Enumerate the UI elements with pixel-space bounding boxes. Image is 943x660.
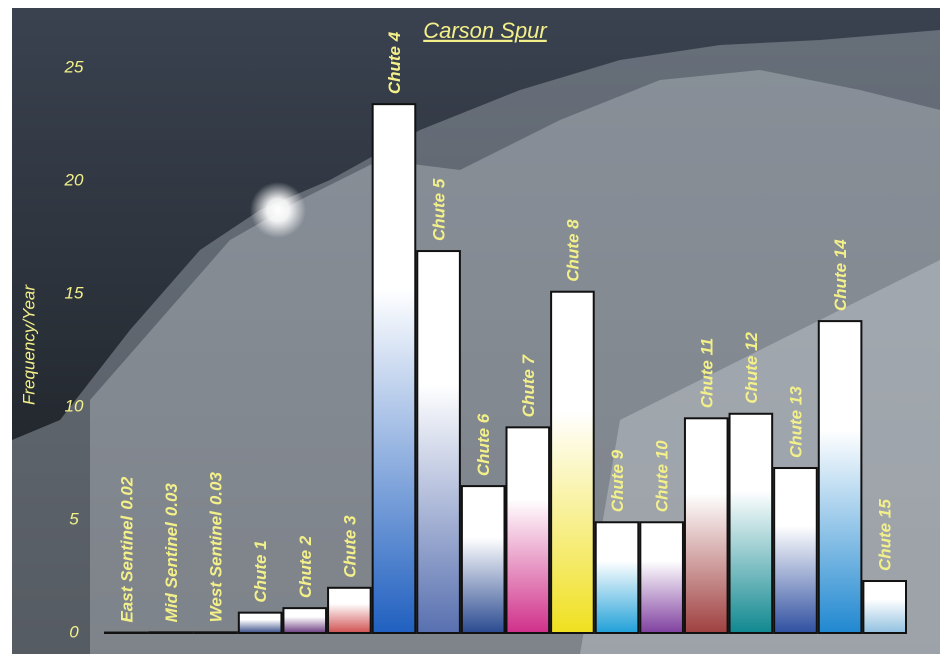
category-label: Chute 7	[519, 353, 538, 417]
bar	[460, 485, 506, 634]
bar	[327, 586, 372, 634]
category-name: Chute 13	[787, 386, 806, 458]
chart-title: Carson Spur	[423, 18, 548, 43]
category-label: Chute 2	[296, 535, 315, 598]
category-label: East Sentinel 0.02	[118, 476, 137, 622]
category-name: Chute 15	[876, 499, 895, 571]
category-label: Chute 4	[385, 31, 404, 94]
category-name: East Sentinel	[118, 515, 137, 623]
bar	[371, 103, 417, 635]
category-name: Chute 4	[385, 31, 404, 94]
y-tick-label: 10	[65, 396, 84, 415]
bar	[773, 467, 818, 634]
bar	[148, 631, 194, 635]
value-label: 0.02	[118, 476, 137, 510]
y-tick-label: 5	[69, 509, 79, 528]
category-label: Chute 12	[742, 331, 761, 403]
category-label: Chute 8	[564, 219, 583, 282]
bar	[282, 607, 328, 635]
category-label: Chute 6	[475, 413, 494, 476]
bar	[237, 611, 283, 634]
y-tick-label: 15	[65, 283, 84, 302]
bar	[862, 580, 908, 635]
y-tick-label: 20	[64, 170, 84, 189]
category-name: Chute 6	[475, 413, 494, 476]
bar	[683, 417, 729, 634]
category-name: Chute 2	[296, 535, 315, 598]
bar	[594, 521, 640, 635]
category-name: Chute 7	[519, 353, 538, 417]
category-label: Chute 9	[609, 449, 628, 512]
bar	[639, 521, 684, 635]
category-label: Chute 14	[832, 239, 851, 311]
category-name: Chute 1	[252, 540, 271, 602]
category-label: Chute 11	[698, 338, 717, 409]
category-label: Chute 3	[341, 515, 360, 578]
y-tick-label: 25	[64, 57, 84, 76]
bar	[550, 290, 595, 634]
category-name: Chute 11	[698, 338, 717, 409]
y-tick-label: 0	[69, 622, 79, 641]
bar	[193, 631, 238, 635]
category-label: Chute 5	[430, 178, 449, 241]
bar	[728, 412, 774, 634]
value-label: 0.03	[207, 472, 226, 506]
moon	[250, 182, 306, 238]
y-axis-label: Frequency/Year	[19, 284, 38, 405]
category-name: Chute 3	[341, 515, 360, 578]
category-name: Chute 10	[653, 440, 672, 512]
category-label: Chute 13	[787, 386, 806, 458]
category-name: Chute 5	[430, 178, 449, 241]
bar	[505, 426, 551, 634]
category-label: Chute 1	[252, 540, 271, 602]
category-name: Mid Sentinel	[162, 521, 181, 622]
category-name: Chute 9	[609, 449, 628, 512]
category-label: Chute 10	[653, 440, 672, 512]
category-name: Chute 14	[832, 239, 851, 311]
category-name: West Sentinel	[207, 510, 226, 622]
category-name: Chute 8	[564, 219, 583, 282]
bar	[416, 250, 461, 634]
category-name: Chute 12	[742, 331, 761, 403]
category-label: Chute 15	[876, 499, 895, 571]
category-label: West Sentinel 0.03	[207, 472, 226, 623]
bar	[817, 320, 863, 634]
value-label: 0.03	[162, 483, 181, 517]
category-label: Mid Sentinel 0.03	[162, 483, 181, 623]
